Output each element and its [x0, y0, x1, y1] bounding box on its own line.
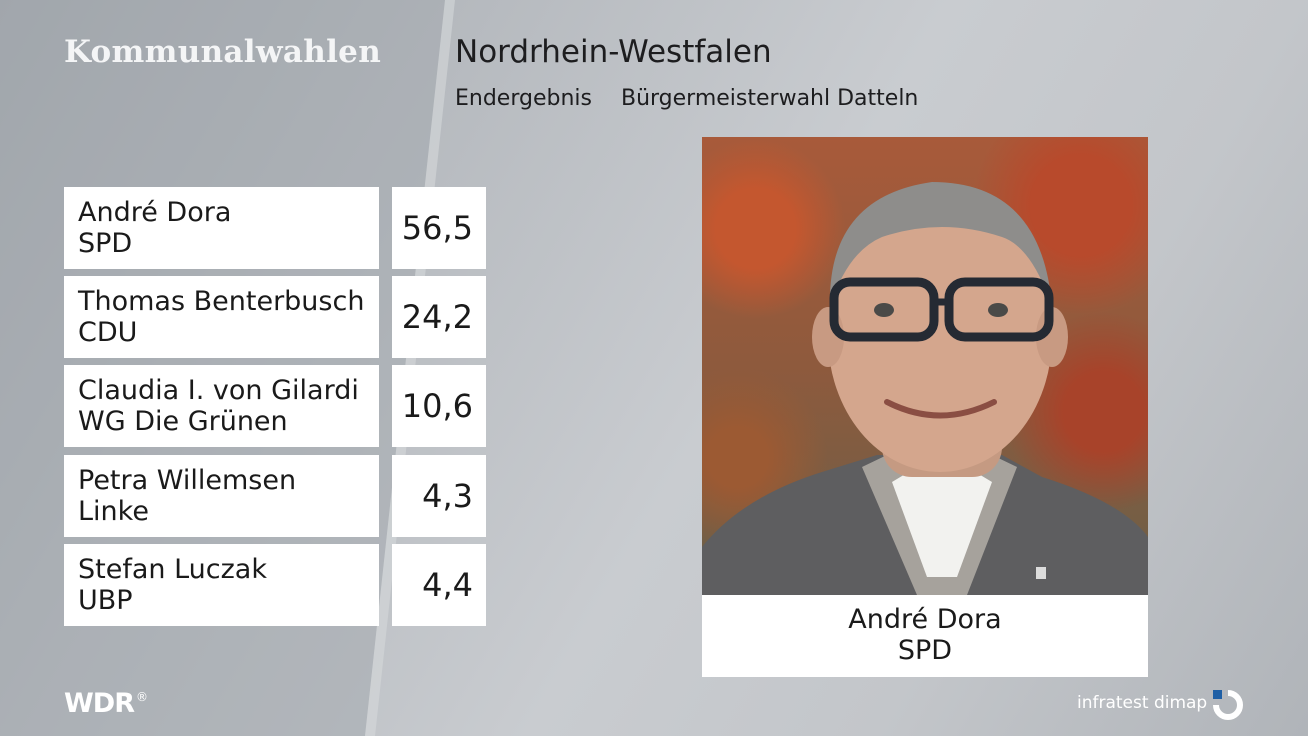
candidate-percentage: 24,2	[392, 276, 486, 358]
candidate-party: CDU	[78, 317, 138, 348]
infratest-dimap-logo-icon	[1213, 690, 1243, 720]
candidate-party: WG Die Grünen	[78, 406, 288, 437]
brand-title: Kommunalwahlen	[64, 34, 382, 70]
election-label: Bürgermeisterwahl Datteln	[620, 86, 919, 111]
subtitle: Endergebnis Bürgermeisterwahl Datteln	[455, 86, 918, 111]
candidate-percentage: 4,4	[392, 544, 486, 626]
candidate-name: Petra Willemsen	[78, 465, 297, 496]
candidate-box: André Dora SPD	[64, 187, 379, 269]
candidate-name: Thomas Benterbusch	[78, 286, 365, 317]
registered-mark: ®	[135, 690, 148, 704]
region-title: Nordrhein-Westfalen	[455, 34, 772, 70]
candidate-party: Linke	[78, 496, 149, 527]
result-type-label: Endergebnis	[455, 86, 592, 111]
wdr-logo: WDR ®	[64, 688, 148, 719]
candidate-party: UBP	[78, 585, 133, 616]
candidate-percentage: 10,6	[392, 365, 486, 447]
winner-name: André Dora	[848, 604, 1002, 635]
candidate-percentage: 56,5	[392, 187, 486, 269]
pollster-label: infratest dimap	[1077, 693, 1208, 713]
winner-caption: André Dora SPD	[702, 595, 1148, 677]
candidate-box: Claudia I. von Gilardi WG Die Grünen	[64, 365, 379, 447]
wdr-logo-text: WDR	[64, 688, 135, 719]
candidate-name: Claudia I. von Gilardi	[78, 375, 359, 406]
candidate-box: Stefan Luczak UBP	[64, 544, 379, 626]
winner-party: SPD	[897, 635, 953, 666]
candidate-party: SPD	[78, 228, 133, 259]
portrait-illustration	[702, 182, 1148, 595]
candidate-percentage: 4,3	[392, 455, 486, 537]
candidate-name: André Dora	[78, 197, 232, 228]
candidate-box: Petra Willemsen Linke	[64, 455, 379, 537]
winner-photo	[702, 137, 1148, 595]
candidate-box: Thomas Benterbusch CDU	[64, 276, 379, 358]
candidate-name: Stefan Luczak	[78, 554, 267, 585]
